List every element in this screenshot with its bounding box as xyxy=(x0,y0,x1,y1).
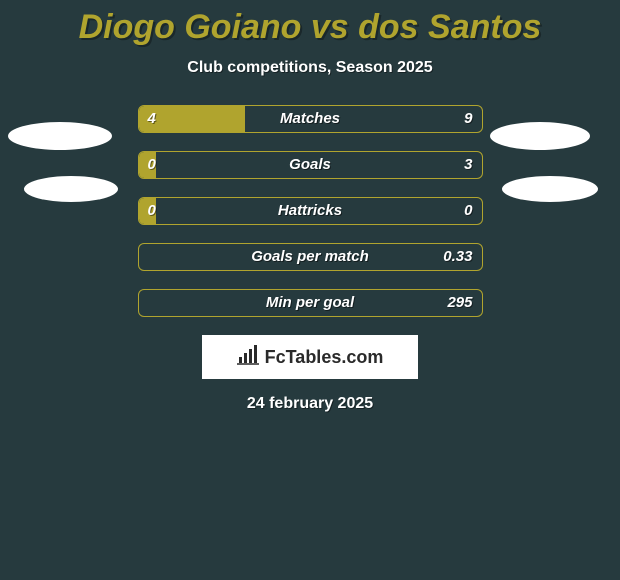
decorative-ellipse xyxy=(24,176,118,202)
right-value: 3 xyxy=(464,151,472,179)
site-logo: FcTables.com xyxy=(202,335,418,379)
right-value: 0.33 xyxy=(443,243,472,271)
decorative-ellipse xyxy=(490,122,590,150)
logo-text: FcTables.com xyxy=(265,347,384,368)
stat-row: 03Goals xyxy=(138,151,483,179)
right-value: 0 xyxy=(464,197,472,225)
bar-track xyxy=(138,243,483,271)
right-value: 9 xyxy=(464,105,472,133)
bar-track xyxy=(138,197,483,225)
left-value: 4 xyxy=(148,105,156,133)
subtitle: Club competitions, Season 2025 xyxy=(0,59,620,77)
decorative-ellipse xyxy=(8,122,112,150)
stat-row: 295Min per goal xyxy=(138,289,483,317)
bar-track xyxy=(138,289,483,317)
bar-chart-icon xyxy=(237,345,259,370)
right-value: 295 xyxy=(447,289,472,317)
decorative-ellipse xyxy=(502,176,598,202)
bar-track xyxy=(138,151,483,179)
left-value: 0 xyxy=(148,151,156,179)
bar-track xyxy=(138,105,483,133)
stat-row: 00Hattricks xyxy=(138,197,483,225)
comparison-infographic: Diogo Goiano vs dos Santos Club competit… xyxy=(0,0,620,580)
stat-row: 49Matches xyxy=(138,105,483,133)
page-title: Diogo Goiano vs dos Santos xyxy=(0,0,620,47)
stat-row: 0.33Goals per match xyxy=(138,243,483,271)
left-value: 0 xyxy=(148,197,156,225)
date-label: 24 february 2025 xyxy=(0,395,620,413)
